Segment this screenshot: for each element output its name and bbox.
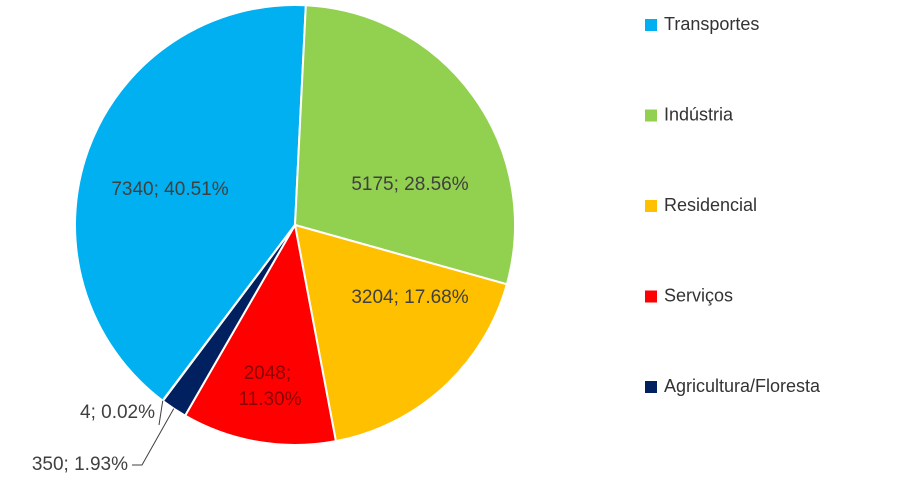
data-label: 4; 0.02% <box>80 402 155 423</box>
data-label: 3204; 17.68% <box>351 287 468 308</box>
legend-label: Residencial <box>664 195 757 215</box>
data-label: 7340; 40.51% <box>111 179 228 200</box>
legend-label: Serviços <box>664 285 733 305</box>
data-label: 5175; 28.56% <box>351 174 468 195</box>
pie-slice <box>293 223 509 443</box>
leader-line <box>158 400 164 426</box>
pie-slice <box>293 4 516 286</box>
pie-slice <box>183 222 338 446</box>
leader-line <box>132 408 175 466</box>
legend-label: Agricultura/Floresta <box>664 376 821 396</box>
legend-label: Transportes <box>664 14 759 34</box>
legend-swatch <box>645 19 657 31</box>
legend-swatch <box>645 109 657 122</box>
legend-swatch <box>645 290 657 303</box>
pie-slice <box>74 4 307 403</box>
legend-swatch <box>645 200 657 212</box>
data-label: 350; 1.93% <box>32 454 128 475</box>
legend-label: Indústria <box>664 104 734 124</box>
data-label: 2048; 11.30% <box>238 363 301 410</box>
legend-swatch <box>645 381 657 393</box>
